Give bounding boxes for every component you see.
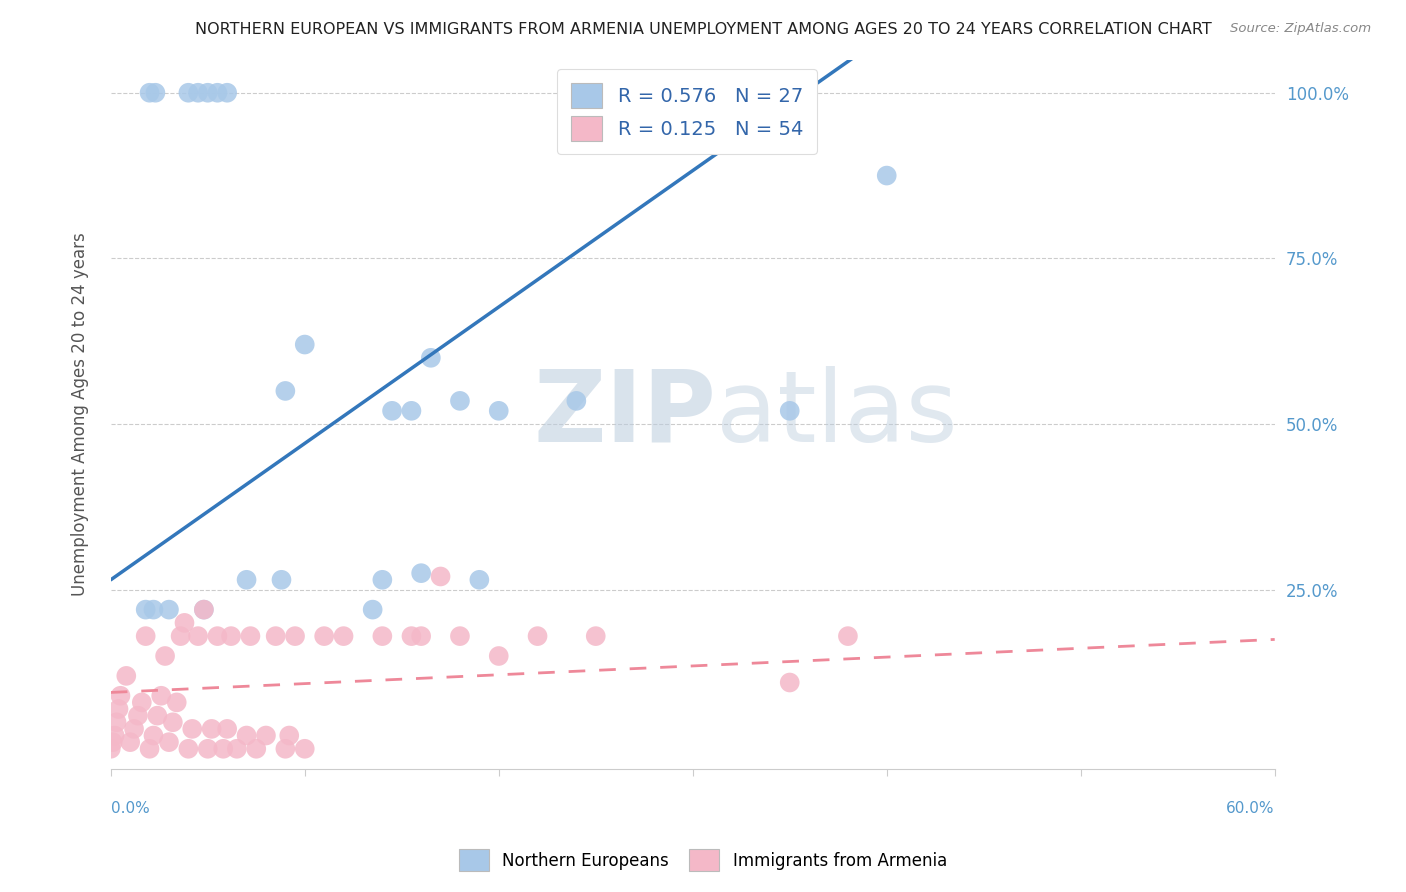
Point bbox=[157, 602, 180, 616]
Point bbox=[142, 602, 165, 616]
Point bbox=[201, 722, 224, 736]
Point bbox=[245, 741, 267, 756]
Point bbox=[115, 669, 138, 683]
Point bbox=[100, 741, 122, 756]
Point bbox=[193, 602, 215, 616]
Point bbox=[779, 404, 801, 418]
Point bbox=[177, 741, 200, 756]
Point bbox=[150, 689, 173, 703]
Point bbox=[488, 404, 510, 418]
Text: Source: ZipAtlas.com: Source: ZipAtlas.com bbox=[1230, 22, 1371, 36]
Point bbox=[294, 741, 316, 756]
Point bbox=[146, 708, 169, 723]
Point bbox=[468, 573, 491, 587]
Point bbox=[381, 404, 404, 418]
Point bbox=[217, 86, 239, 100]
Point bbox=[173, 615, 195, 630]
Point bbox=[122, 722, 145, 736]
Text: NORTHERN EUROPEAN VS IMMIGRANTS FROM ARMENIA UNEMPLOYMENT AMONG AGES 20 TO 24 YE: NORTHERN EUROPEAN VS IMMIGRANTS FROM ARM… bbox=[194, 22, 1212, 37]
Point bbox=[212, 741, 235, 756]
Point bbox=[401, 404, 423, 418]
Point bbox=[585, 629, 607, 643]
Point bbox=[187, 629, 209, 643]
Text: ZIP: ZIP bbox=[533, 366, 716, 463]
Point bbox=[135, 629, 157, 643]
Point bbox=[101, 735, 124, 749]
Point bbox=[169, 629, 191, 643]
Point bbox=[264, 629, 287, 643]
Point bbox=[193, 602, 215, 616]
Text: 60.0%: 60.0% bbox=[1226, 800, 1275, 815]
Point bbox=[145, 86, 167, 100]
Point bbox=[157, 735, 180, 749]
Point bbox=[449, 393, 471, 408]
Point bbox=[876, 169, 898, 183]
Point bbox=[401, 629, 423, 643]
Point bbox=[217, 722, 239, 736]
Point bbox=[104, 729, 127, 743]
Point bbox=[207, 86, 229, 100]
Y-axis label: Unemployment Among Ages 20 to 24 years: Unemployment Among Ages 20 to 24 years bbox=[72, 232, 89, 596]
Point bbox=[274, 741, 297, 756]
Point bbox=[411, 629, 433, 643]
Point bbox=[107, 702, 129, 716]
Point bbox=[294, 337, 316, 351]
Point bbox=[135, 602, 157, 616]
Point bbox=[526, 629, 548, 643]
Point bbox=[411, 566, 433, 581]
Point bbox=[181, 722, 204, 736]
Point bbox=[332, 629, 354, 643]
Text: atlas: atlas bbox=[716, 366, 957, 463]
Point bbox=[187, 86, 209, 100]
Point bbox=[488, 648, 510, 663]
Point bbox=[361, 602, 384, 616]
Point bbox=[153, 648, 176, 663]
Point bbox=[162, 715, 184, 730]
Point bbox=[105, 715, 128, 730]
Text: 0.0%: 0.0% bbox=[111, 800, 149, 815]
Point bbox=[449, 629, 471, 643]
Legend: Northern Europeans, Immigrants from Armenia: Northern Europeans, Immigrants from Arme… bbox=[451, 841, 955, 880]
Point bbox=[270, 573, 292, 587]
Point bbox=[138, 741, 160, 756]
Point bbox=[284, 629, 307, 643]
Point bbox=[371, 573, 394, 587]
Point bbox=[314, 629, 336, 643]
Point bbox=[254, 729, 277, 743]
Point bbox=[274, 384, 297, 398]
Point bbox=[429, 569, 451, 583]
Point bbox=[127, 708, 149, 723]
Point bbox=[565, 393, 588, 408]
Point bbox=[235, 729, 257, 743]
Point bbox=[225, 741, 247, 756]
Point bbox=[166, 695, 188, 709]
Point bbox=[142, 729, 165, 743]
Point bbox=[138, 86, 160, 100]
Point bbox=[120, 735, 142, 749]
Point bbox=[278, 729, 301, 743]
Point bbox=[219, 629, 242, 643]
Point bbox=[207, 629, 229, 643]
Point bbox=[235, 573, 257, 587]
Point bbox=[177, 86, 200, 100]
Point bbox=[239, 629, 262, 643]
Point bbox=[419, 351, 441, 365]
Point bbox=[837, 629, 859, 643]
Point bbox=[131, 695, 153, 709]
Point bbox=[197, 86, 219, 100]
Point bbox=[779, 675, 801, 690]
Point bbox=[110, 689, 132, 703]
Point bbox=[197, 741, 219, 756]
Point bbox=[371, 629, 394, 643]
Legend: R = 0.576   N = 27, R = 0.125   N = 54: R = 0.576 N = 27, R = 0.125 N = 54 bbox=[557, 70, 817, 154]
